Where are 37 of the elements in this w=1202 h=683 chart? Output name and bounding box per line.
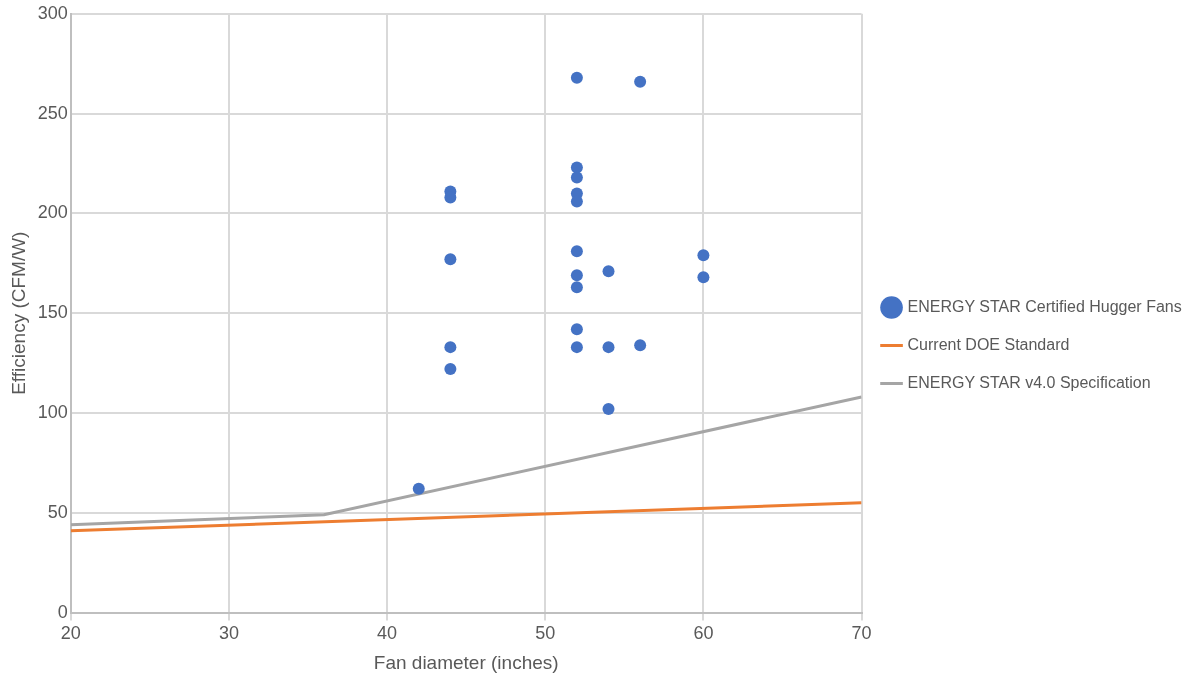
point [444, 363, 457, 376]
point [570, 71, 583, 84]
x-tick-label: 50 [535, 623, 556, 644]
y-axis-title: Efficiency (CFM/W) [7, 231, 29, 395]
point [634, 339, 647, 352]
x-tick-label: 60 [693, 623, 714, 644]
point [634, 75, 647, 88]
y-tick-label: 250 [37, 102, 68, 123]
x-tick-label: 70 [851, 623, 872, 644]
point [602, 341, 615, 354]
point [444, 341, 457, 354]
y-tick-label: 50 [47, 501, 68, 522]
point [602, 265, 615, 278]
point [570, 161, 583, 174]
y-tick-label: 100 [37, 401, 68, 422]
legend-label: ENERGY STAR Certified Hugger Fans [907, 297, 1182, 315]
x-tick-label: 30 [218, 623, 239, 644]
legend-label: ENERGY STAR v4.0 Specification [907, 373, 1151, 391]
point [570, 281, 583, 294]
x-axis-title: Fan diameter (inches) [373, 651, 559, 673]
x-tick-label: 40 [377, 623, 398, 644]
point [697, 249, 710, 262]
point [602, 403, 615, 416]
y-tick-label: 0 [57, 601, 68, 622]
legend-label: Current DOE Standard [907, 335, 1070, 353]
y-tick-label: 300 [37, 2, 68, 23]
point [570, 323, 583, 336]
x-tick-label: 20 [60, 623, 81, 644]
point [570, 269, 583, 282]
point [444, 253, 457, 266]
point [570, 245, 583, 258]
point [412, 482, 425, 495]
point [697, 271, 710, 284]
point [570, 171, 583, 184]
y-tick-label: 150 [37, 302, 68, 323]
y-tick-label: 200 [37, 202, 68, 223]
point [570, 341, 583, 354]
